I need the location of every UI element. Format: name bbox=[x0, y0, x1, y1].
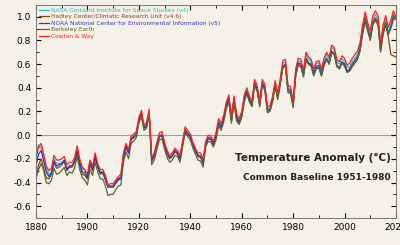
Line: NASA Goddard Institute for Space Studies (v4): NASA Goddard Institute for Space Studies… bbox=[36, 14, 396, 187]
Cowtan & Way bbox=[36, 146, 41, 148]
Legend: NASA Goddard Institute for Space Studies (v4), Hadley Center/Climatic Research U: NASA Goddard Institute for Space Studies… bbox=[38, 6, 222, 40]
NASA Goddard Institute for Space Studies (v4) bbox=[54, 162, 59, 165]
NOAA National Center for Environmental Information (v5) bbox=[106, 185, 110, 188]
NOAA National Center for Environmental Information (v5) bbox=[363, 16, 368, 19]
Hadley Center/Climatic Research Unit (v4.6) bbox=[106, 186, 110, 189]
NASA Goddard Institute for Space Studies (v4) bbox=[36, 143, 41, 146]
Hadley Center/Climatic Research Unit (v4.6) bbox=[154, 143, 159, 146]
Cowtan & Way bbox=[381, 24, 386, 26]
Line: Hadley Center/Climatic Research Unit (v4.6): Hadley Center/Climatic Research Unit (v4… bbox=[36, 20, 396, 187]
NOAA National Center for Environmental Information (v5) bbox=[154, 143, 159, 146]
Cowtan & Way bbox=[394, 15, 398, 18]
Line: Berkeley Earth: Berkeley Earth bbox=[36, 15, 396, 196]
Berkeley Earth bbox=[34, 177, 38, 180]
Cowtan & Way bbox=[54, 159, 59, 161]
NOAA National Center for Environmental Information (v5) bbox=[36, 153, 41, 156]
NASA Goddard Institute for Space Studies (v4) bbox=[154, 143, 159, 146]
Hadley Center/Climatic Research Unit (v4.6) bbox=[34, 174, 38, 177]
NOAA National Center for Environmental Information (v5) bbox=[381, 31, 386, 34]
Text: Temperature Anomaly (°C): Temperature Anomaly (°C) bbox=[235, 153, 390, 163]
Cowtan & Way bbox=[350, 57, 355, 60]
NASA Goddard Institute for Space Studies (v4) bbox=[373, 13, 378, 16]
Hadley Center/Climatic Research Unit (v4.6) bbox=[394, 56, 398, 59]
Hadley Center/Climatic Research Unit (v4.6) bbox=[54, 167, 59, 170]
NASA Goddard Institute for Space Studies (v4) bbox=[106, 186, 110, 189]
Berkeley Earth bbox=[54, 173, 59, 176]
NASA Goddard Institute for Space Studies (v4) bbox=[381, 27, 386, 30]
Line: NOAA National Center for Environmental Information (v5): NOAA National Center for Environmental I… bbox=[36, 18, 396, 186]
Cowtan & Way bbox=[106, 184, 110, 186]
Hadley Center/Climatic Research Unit (v4.6) bbox=[350, 65, 355, 68]
Berkeley Earth bbox=[36, 168, 41, 171]
Text: Common Baseline 1951-1980: Common Baseline 1951-1980 bbox=[243, 173, 390, 182]
NOAA National Center for Environmental Information (v5) bbox=[34, 164, 38, 167]
Cowtan & Way bbox=[373, 9, 378, 12]
Berkeley Earth bbox=[391, 14, 396, 17]
Berkeley Earth bbox=[350, 65, 355, 68]
Berkeley Earth bbox=[378, 49, 383, 51]
Berkeley Earth bbox=[154, 148, 159, 151]
NOAA National Center for Environmental Information (v5) bbox=[54, 164, 59, 167]
Hadley Center/Climatic Research Unit (v4.6) bbox=[381, 33, 386, 36]
Hadley Center/Climatic Research Unit (v4.6) bbox=[36, 163, 41, 166]
Cowtan & Way bbox=[342, 57, 347, 60]
Berkeley Earth bbox=[394, 15, 398, 18]
NASA Goddard Institute for Space Studies (v4) bbox=[34, 153, 38, 156]
Cowtan & Way bbox=[34, 157, 38, 160]
NASA Goddard Institute for Space Studies (v4) bbox=[350, 60, 355, 63]
Berkeley Earth bbox=[106, 194, 110, 197]
NASA Goddard Institute for Space Studies (v4) bbox=[342, 60, 347, 63]
NOAA National Center for Environmental Information (v5) bbox=[394, 18, 398, 21]
NASA Goddard Institute for Space Studies (v4) bbox=[394, 18, 398, 21]
NOAA National Center for Environmental Information (v5) bbox=[342, 63, 347, 66]
Hadley Center/Climatic Research Unit (v4.6) bbox=[342, 64, 347, 67]
Cowtan & Way bbox=[154, 141, 159, 144]
Line: Cowtan & Way: Cowtan & Way bbox=[36, 11, 396, 185]
Berkeley Earth bbox=[342, 65, 347, 68]
Hadley Center/Climatic Research Unit (v4.6) bbox=[373, 19, 378, 22]
NOAA National Center for Environmental Information (v5) bbox=[350, 63, 355, 66]
